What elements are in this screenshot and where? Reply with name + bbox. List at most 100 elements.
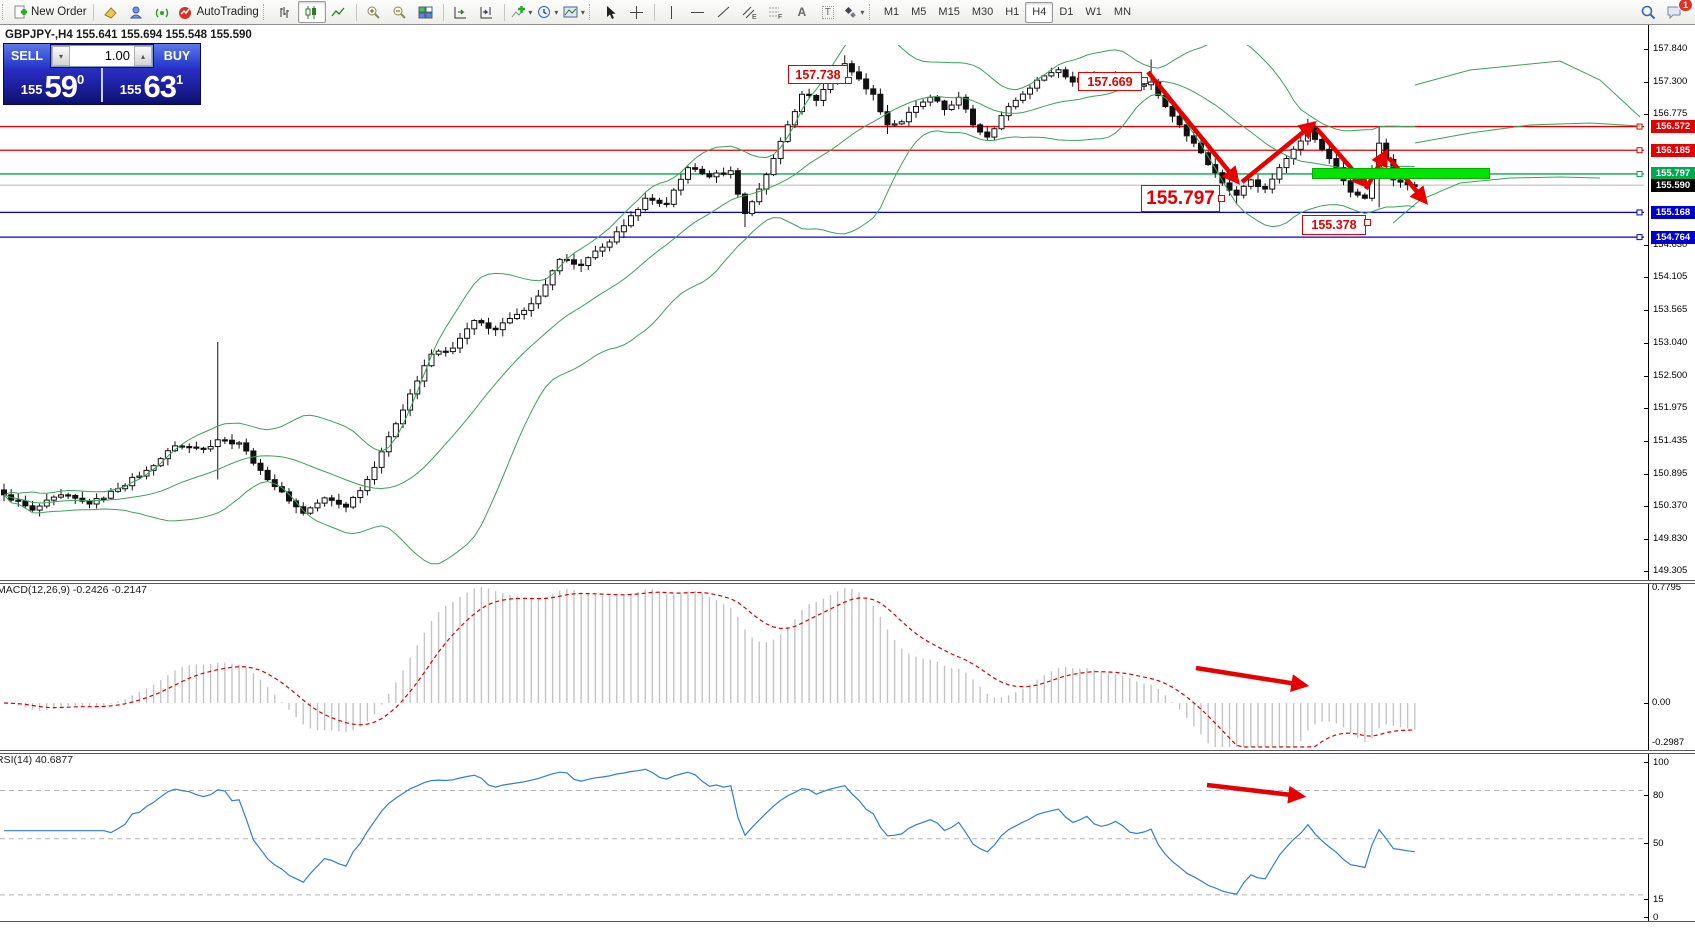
annotation-price-tag-155.797[interactable]: 155.797 xyxy=(1141,185,1220,212)
candle-body-up xyxy=(321,497,328,504)
periods-button[interactable]: ▾ xyxy=(535,2,561,22)
candle-body-up xyxy=(207,446,214,450)
candle-body-up xyxy=(756,188,763,203)
price-level-box-156.572[interactable]: 156.572 xyxy=(1651,120,1695,134)
toolbar-grip[interactable] xyxy=(262,4,268,20)
toolbar-grip[interactable] xyxy=(868,4,874,20)
trend-arrow-2 xyxy=(1240,121,1317,184)
candle-body-up xyxy=(920,101,927,107)
vertical-line-icon xyxy=(671,5,673,19)
candle-body-up xyxy=(927,96,934,103)
volume-input[interactable]: 1.00 xyxy=(104,48,130,63)
price-tick-label: 149.305 xyxy=(1653,564,1688,576)
ask-price-display[interactable]: 155 63 1 xyxy=(101,68,200,102)
annotation-anchor xyxy=(1218,195,1225,202)
panel-separator-macd[interactable] xyxy=(0,580,1695,584)
buy-button[interactable]: BUY xyxy=(154,44,200,68)
panel-separator-rsi[interactable] xyxy=(0,750,1695,754)
macd-layer xyxy=(3,587,1416,748)
chevron-down-icon: ▾ xyxy=(580,7,585,17)
candle-body-down xyxy=(1205,152,1212,166)
templates-button[interactable]: ▾ xyxy=(561,2,587,22)
timeframe-strip: M1 M5 M15 M30 H1 H4 D1 W1 MN xyxy=(878,1,1137,23)
chart-shift-button[interactable] xyxy=(474,2,500,22)
timeframe-button-m1[interactable]: M1 xyxy=(883,6,900,18)
price-level-box-156.185[interactable]: 156.185 xyxy=(1651,143,1695,157)
zoom-out-button[interactable] xyxy=(387,2,413,22)
indicators-button[interactable]: ▾ xyxy=(509,2,535,22)
price-tick-label: 150.895 xyxy=(1653,467,1688,479)
timeframe-button-m30[interactable]: M30 xyxy=(971,6,994,18)
level-anchor-155.797[interactable] xyxy=(1636,170,1643,177)
auto-scroll-button[interactable] xyxy=(448,2,474,22)
candle-body-down xyxy=(300,506,307,514)
toolbar-grip[interactable] xyxy=(588,4,594,20)
sell-button[interactable]: SELL xyxy=(4,44,50,68)
macd-scale-top: 0.7795 xyxy=(1652,582,1682,593)
annotation-price-tag-155.378[interactable]: 155.378 xyxy=(1302,215,1366,235)
candle-body-up xyxy=(392,423,399,438)
candle-body-down xyxy=(243,442,250,452)
support-zone-bar[interactable] xyxy=(1312,168,1490,179)
crosshair-button[interactable] xyxy=(624,2,650,22)
candle-body-up xyxy=(136,475,143,478)
zoom-in-button[interactable] xyxy=(361,2,387,22)
text-label-tool[interactable]: T xyxy=(815,2,841,22)
timeframe-button-mn[interactable]: MN xyxy=(1113,6,1132,18)
timeframe-button-m15[interactable]: M15 xyxy=(938,6,960,18)
candle-body-up xyxy=(606,241,613,248)
level-anchor-156.185[interactable] xyxy=(1636,147,1643,154)
candle-body-down xyxy=(1226,182,1233,191)
price-level-box-155.797[interactable]: 155.797 xyxy=(1651,167,1695,181)
cursor-button[interactable] xyxy=(598,2,624,22)
profile-button[interactable] xyxy=(124,2,150,22)
signal-button[interactable] xyxy=(150,2,176,22)
fibonacci-tool[interactable]: F xyxy=(763,2,789,22)
volume-increase-button[interactable]: ▴ xyxy=(134,46,152,66)
band-extension-1 xyxy=(1414,122,1641,144)
equidistant-channel-tool[interactable]: E xyxy=(737,2,763,22)
trendline-tool[interactable] xyxy=(711,2,737,22)
new-order-button[interactable]: New Order xyxy=(11,2,89,22)
timeframe-button-h1[interactable]: H1 xyxy=(1005,6,1020,18)
level-anchor-156.572[interactable] xyxy=(1636,123,1643,130)
annotation-price-tag-157.669[interactable]: 157.669 xyxy=(1078,72,1142,91)
price-level-box-155.590[interactable]: 155.590 xyxy=(1651,178,1695,192)
timeframe-button-h4[interactable]: H4 xyxy=(1025,1,1054,23)
price-level-box-155.168[interactable]: 155.168 xyxy=(1651,205,1695,219)
search-button[interactable] xyxy=(1635,2,1661,22)
price-tick-label: 153.565 xyxy=(1653,304,1688,316)
notifications-button[interactable]: 1 xyxy=(1661,0,1693,22)
candle-body-up xyxy=(1034,79,1041,89)
timeframe-button-w1[interactable]: W1 xyxy=(1085,6,1102,18)
eraser-button[interactable] xyxy=(98,2,124,22)
vertical-line-tool[interactable] xyxy=(659,2,685,22)
candle-body-down xyxy=(813,94,820,101)
candle-body-up xyxy=(129,476,136,487)
level-anchor-155.168[interactable] xyxy=(1636,209,1643,216)
candle-body-down xyxy=(179,445,186,448)
new-order-icon xyxy=(14,5,27,18)
bid-price-display[interactable]: 155 59 0 xyxy=(4,68,101,102)
level-anchor-154.764[interactable] xyxy=(1636,234,1643,241)
arrows-tool[interactable]: ▾ xyxy=(841,2,867,22)
candlestick-mode-button[interactable] xyxy=(297,1,326,23)
annotation-price-tag-157.738[interactable]: 157.738 xyxy=(788,65,848,84)
toolbar-grip[interactable] xyxy=(2,4,7,20)
timeframe-button-m5[interactable]: M5 xyxy=(911,6,927,18)
price-tick xyxy=(1644,570,1648,572)
candle-body-up xyxy=(307,507,314,514)
text-tool[interactable]: A xyxy=(789,2,815,22)
candle-body-down xyxy=(1326,148,1333,160)
volume-decrease-button[interactable]: ▾ xyxy=(52,46,70,66)
line-chart-mode-button[interactable] xyxy=(326,2,352,22)
bar-chart-mode-button[interactable] xyxy=(272,2,298,22)
price-level-box-154.764[interactable]: 154.764 xyxy=(1651,230,1695,244)
horizontal-line-tool[interactable] xyxy=(685,2,711,22)
chart-window[interactable]: GBPJPY-,H4 155.641 155.694 155.548 155.5… xyxy=(0,25,1695,945)
tile-windows-button[interactable] xyxy=(413,2,439,22)
candle-body-up xyxy=(585,257,592,266)
autotrading-button[interactable]: AutoTrading xyxy=(176,2,261,22)
candle-body-down xyxy=(335,499,342,505)
timeframe-button-d1[interactable]: D1 xyxy=(1059,6,1074,18)
